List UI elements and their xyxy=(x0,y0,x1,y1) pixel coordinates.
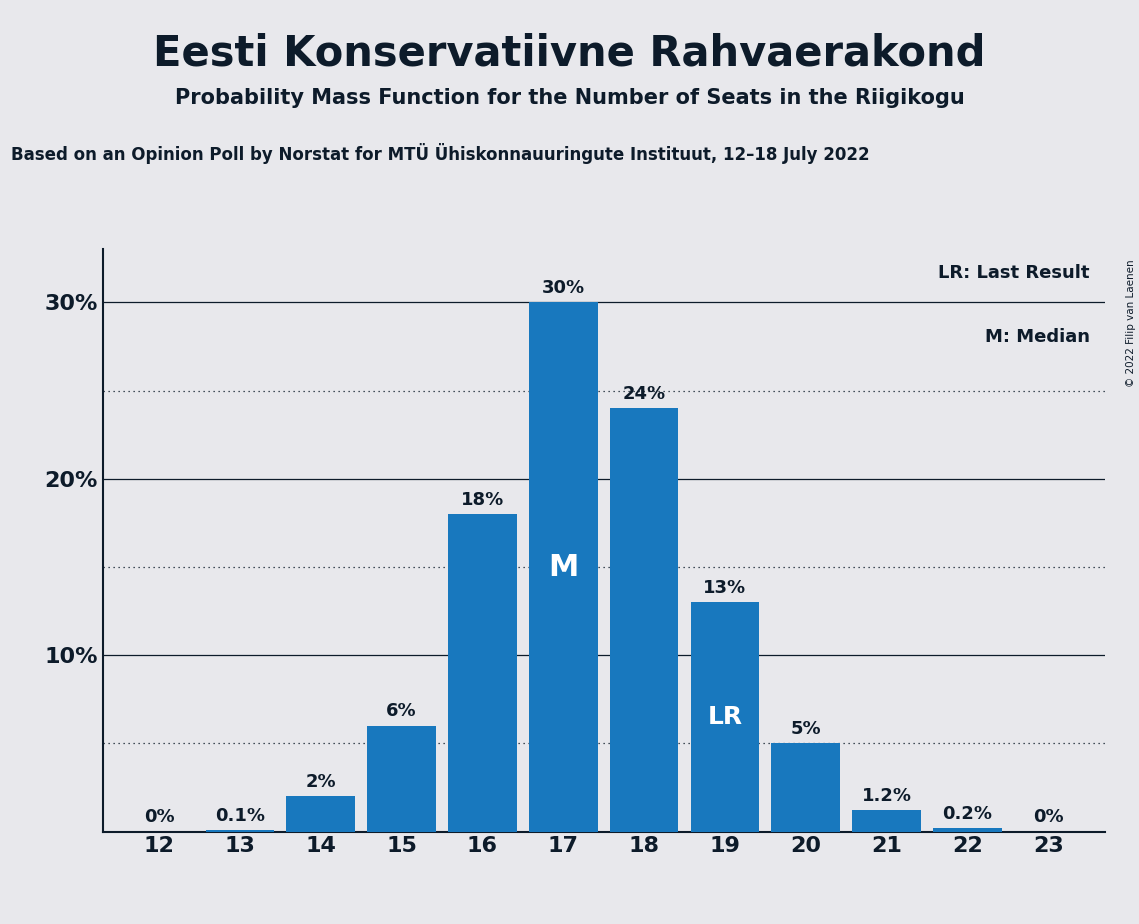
Text: Probability Mass Function for the Number of Seats in the Riigikogu: Probability Mass Function for the Number… xyxy=(174,88,965,108)
Bar xyxy=(286,796,355,832)
Bar xyxy=(367,725,436,832)
Text: 0%: 0% xyxy=(1033,808,1064,826)
Text: 13%: 13% xyxy=(704,579,746,597)
Text: 0.2%: 0.2% xyxy=(942,805,992,822)
Text: LR: LR xyxy=(707,705,743,729)
Text: 1.2%: 1.2% xyxy=(861,787,911,805)
Text: © 2022 Filip van Laenen: © 2022 Filip van Laenen xyxy=(1126,260,1136,387)
Text: Eesti Konservatiivne Rahvaerakond: Eesti Konservatiivne Rahvaerakond xyxy=(154,32,985,74)
Text: 6%: 6% xyxy=(386,702,417,721)
Text: 0.1%: 0.1% xyxy=(215,807,265,824)
Text: Based on an Opinion Poll by Norstat for MTÜ Ühiskonnauuringute Instituut, 12–18 : Based on an Opinion Poll by Norstat for … xyxy=(11,143,870,164)
Text: M: M xyxy=(548,553,579,581)
Bar xyxy=(609,408,679,832)
Text: 5%: 5% xyxy=(790,720,821,738)
Text: LR: Last Result: LR: Last Result xyxy=(939,264,1090,282)
Text: M: Median: M: Median xyxy=(985,328,1090,346)
Text: 0%: 0% xyxy=(144,808,174,826)
Bar xyxy=(448,514,517,832)
Bar xyxy=(771,744,841,832)
Text: 24%: 24% xyxy=(623,385,665,403)
Text: 18%: 18% xyxy=(461,491,505,509)
Text: 2%: 2% xyxy=(305,773,336,791)
Text: 30%: 30% xyxy=(542,279,584,298)
Bar xyxy=(205,830,274,832)
Bar xyxy=(933,828,1002,832)
Bar xyxy=(852,810,921,832)
Bar xyxy=(528,302,598,832)
Bar xyxy=(690,602,760,832)
